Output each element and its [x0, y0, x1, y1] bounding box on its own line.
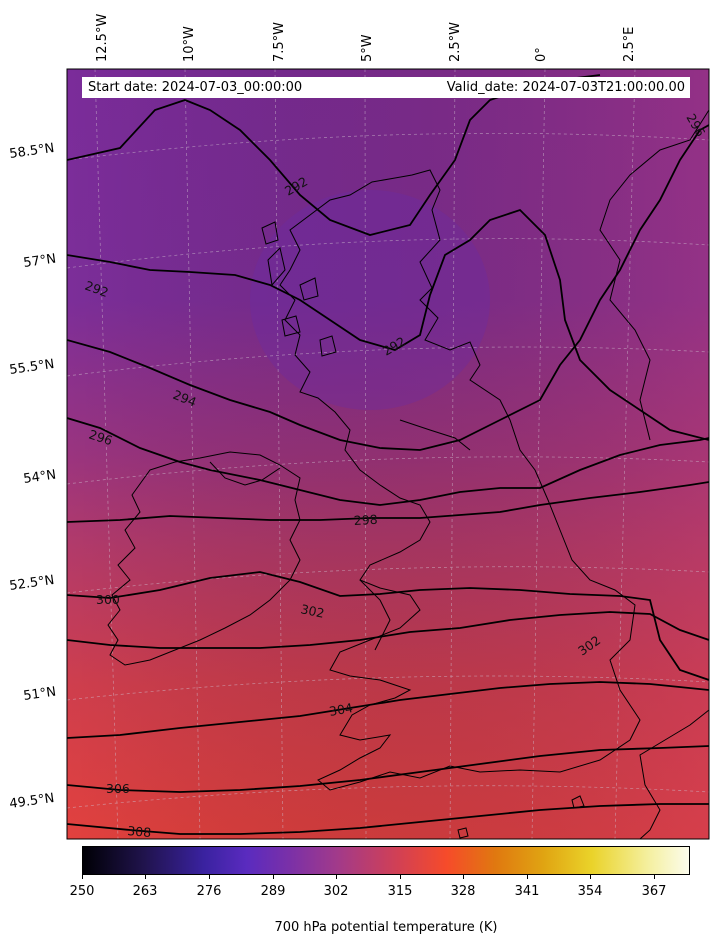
colorbar-ticks: 250 263 276 289 302 315 328 341 354 367 — [70, 875, 690, 901]
contour-label: 296 — [87, 427, 114, 449]
lat-label: 57°N — [22, 252, 57, 271]
graticule — [67, 69, 709, 839]
colorbar-tick-mark — [654, 875, 655, 879]
lon-label: 2.5°E — [622, 27, 637, 62]
longitude-labels: 12.5°W 10°W 7.5°W 5°W 2.5°W 0° 2.5°E — [95, 14, 637, 62]
colorbar-tick-label: 354 — [577, 884, 603, 899]
lon-label: 2.5°W — [448, 22, 463, 62]
colorbar — [82, 846, 690, 875]
contour-label: 302 — [299, 601, 325, 621]
date-info-box: Start date: 2024-07-03_00:00:00 Valid_da… — [82, 77, 690, 98]
contour-label: 298 — [353, 512, 378, 528]
lat-label: 54°N — [22, 468, 57, 487]
map-east-tint — [67, 69, 709, 839]
coastlines — [107, 109, 709, 839]
colorbar-tick-mark — [336, 875, 337, 879]
lat-label: 58.5°N — [8, 141, 55, 162]
contour-label: 304 — [328, 700, 354, 719]
colorbar-title: 700 hPa potential temperature (K) — [274, 920, 498, 935]
lon-label: 7.5°W — [272, 22, 287, 62]
colorbar-tick-mark — [209, 875, 210, 879]
lon-label: 12.5°W — [95, 14, 110, 62]
valid-date-label: Valid_date: 2024-07-03T21:00:00.00 — [446, 80, 685, 95]
colorbar-tick-label: 315 — [387, 884, 413, 899]
colorbar-tick-label: 367 — [641, 884, 667, 899]
colorbar-tick-mark — [145, 875, 146, 879]
colorbar-tick-mark — [400, 875, 401, 879]
colorbar-tick-mark — [82, 875, 83, 879]
colorbar-tick-label: 289 — [260, 884, 286, 899]
map-frame — [66, 68, 710, 840]
colorbar-tick-mark — [527, 875, 528, 879]
colorbar-tick-label: 250 — [69, 884, 95, 899]
colorbar-tick-mark — [590, 875, 591, 879]
colorbar-tick-label: 341 — [514, 884, 540, 899]
colorbar-tick-label: 276 — [196, 884, 222, 899]
colorbar-tick-label: 328 — [450, 884, 476, 899]
start-date-label: Start date: 2024-07-03_00:00:00 — [88, 80, 303, 95]
latitude-labels: 58.5°N 57°N 55.5°N 54°N 52.5°N 51°N 49.5… — [8, 141, 57, 812]
contour-label: 306 — [106, 781, 130, 796]
colorbar-tick-mark — [273, 875, 274, 879]
lat-label: 49.5°N — [8, 791, 55, 812]
lat-label: 55.5°N — [8, 357, 55, 378]
lon-label: 0° — [534, 47, 549, 62]
cold-core — [250, 190, 490, 410]
contour-label: 300 — [96, 592, 120, 607]
lat-label: 52.5°N — [8, 573, 55, 594]
lon-label: 10°W — [182, 26, 197, 62]
lon-label: 5°W — [360, 34, 375, 62]
colorbar-tick-mark — [463, 875, 464, 879]
contour-label: 308 — [127, 823, 152, 840]
colorbar-tick-label: 302 — [323, 884, 349, 899]
colorbar-tick-label: 263 — [132, 884, 158, 899]
lat-label: 51°N — [22, 685, 57, 704]
contour-lines — [67, 74, 709, 835]
